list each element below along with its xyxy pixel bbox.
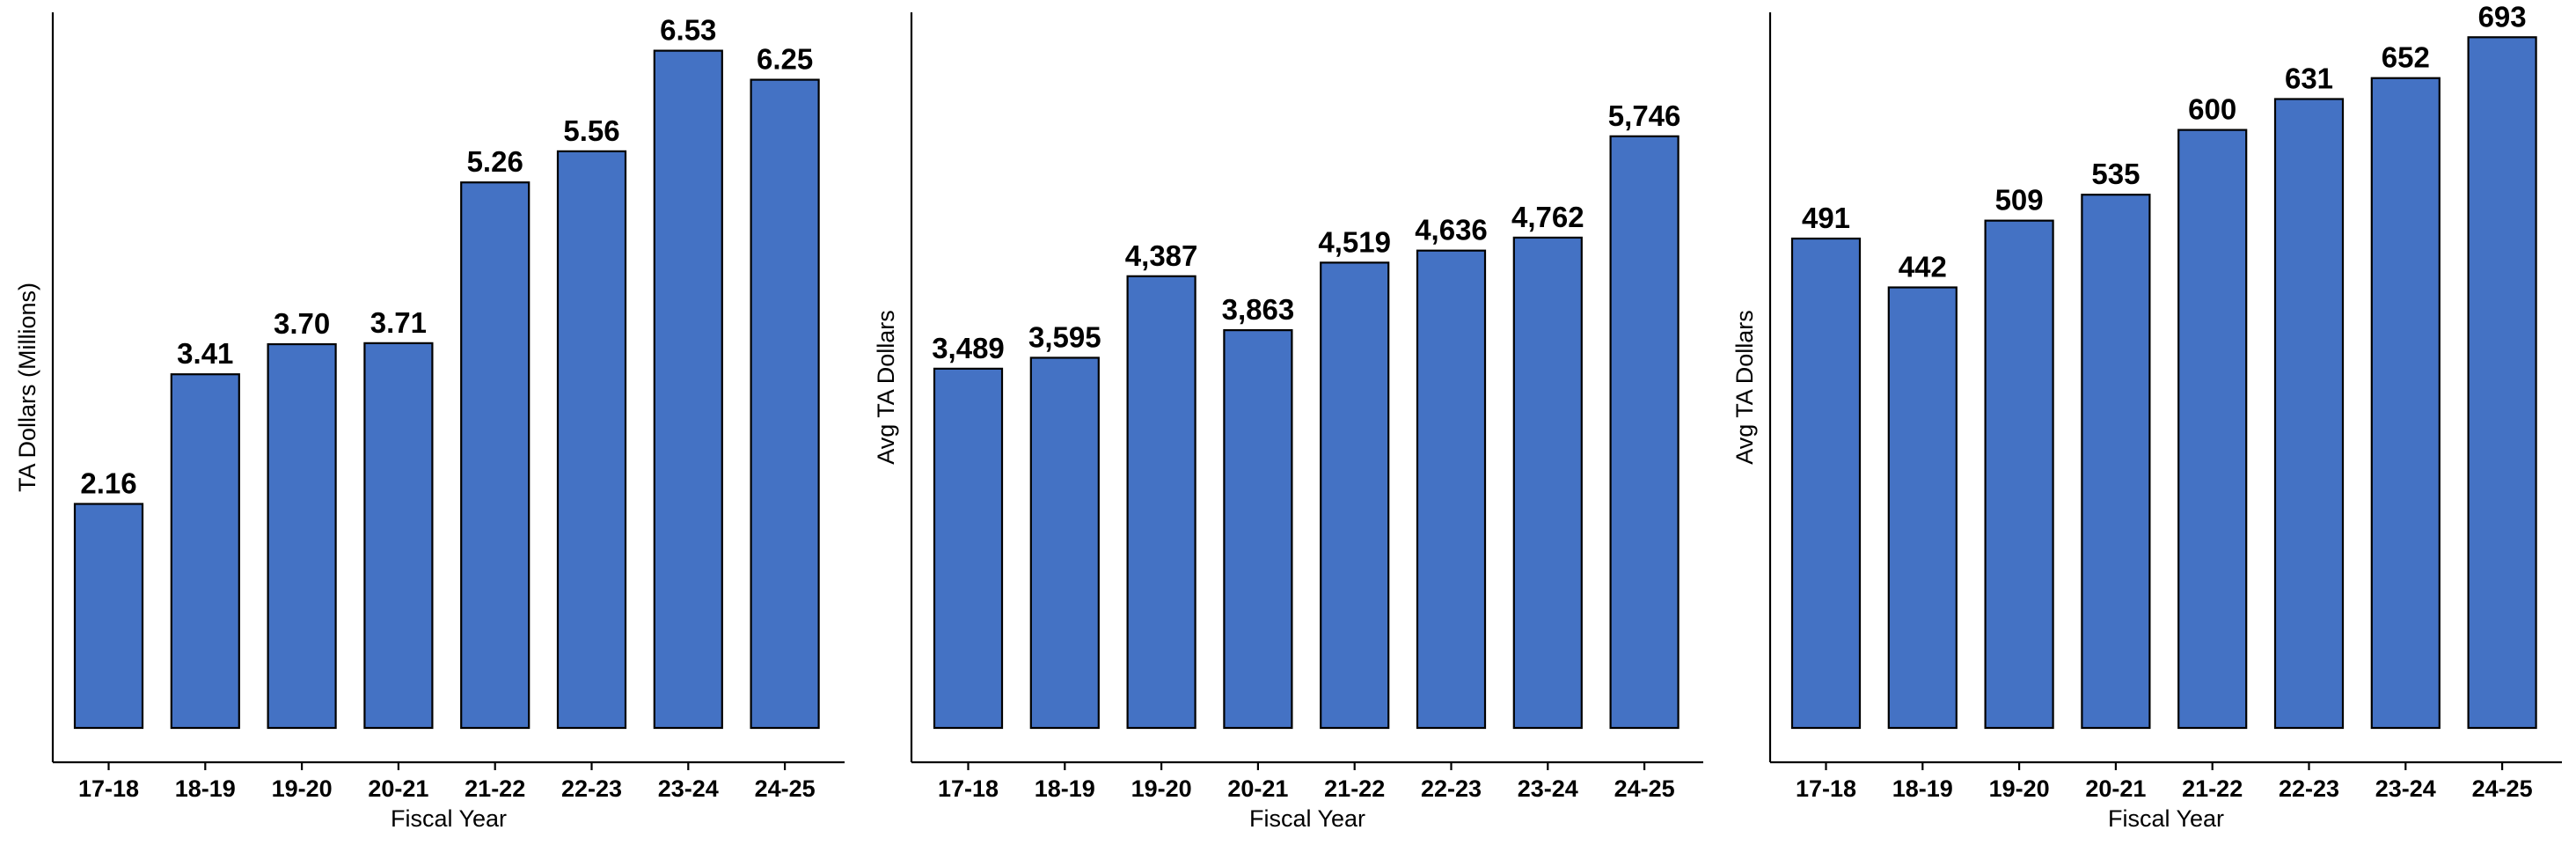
chart-panel-3: 491 17-18 442 18-19 509 19-20 535 20-21 600 21-22…: [1731, 0, 2562, 832]
data-label: 535: [2091, 158, 2140, 190]
bar-23-24: [653, 49, 723, 730]
data-label: 442: [1899, 251, 1947, 283]
x-tick-label: 22-23: [561, 775, 622, 802]
x-tick-label: 20-21: [2085, 775, 2146, 802]
x-tick-label: 18-19: [175, 775, 236, 802]
data-label: 3,489: [932, 332, 1005, 364]
data-label: 5,746: [1608, 99, 1681, 132]
x-tick-label: 24-25: [755, 775, 816, 802]
data-label: 4,387: [1125, 239, 1198, 272]
bar-24-25: [2467, 36, 2537, 730]
x-tick-label: 17-18: [78, 775, 139, 802]
x-tick-label: 23-24: [1518, 775, 1578, 802]
x-tick-label: 21-22: [465, 775, 525, 802]
data-label: 5.56: [563, 114, 619, 147]
bar-22-23: [556, 150, 627, 730]
x-tick-label: 19-20: [272, 775, 333, 802]
bar-23-24: [1512, 236, 1583, 730]
chart-panel-2: 3,489 17-18 3,595 18-19 4,387 19-20 3,863 20-21…: [873, 12, 1703, 832]
data-label: 3.71: [370, 306, 427, 339]
x-axis-title: Fiscal Year: [391, 805, 507, 832]
x-tick-label: 19-20: [1131, 775, 1192, 802]
x-axis-title: Fiscal Year: [2108, 805, 2224, 832]
chart-panel-1: 2.16 17-18 3.41 18-19 3.70 19-20 3.71 20-21 5.26…: [14, 12, 845, 832]
bar-22-23: [1416, 249, 1487, 730]
bar-19-20: [267, 342, 337, 730]
bar-17-18: [1790, 237, 1862, 730]
data-label: 652: [2382, 41, 2430, 74]
x-tick-label: 22-23: [2279, 775, 2339, 802]
data-label: 631: [2285, 62, 2333, 95]
x-tick-label: 20-21: [368, 775, 428, 802]
x-tick-label: 17-18: [938, 775, 999, 802]
x-tick-label: 24-25: [2472, 775, 2533, 802]
x-tick-label: 18-19: [1035, 775, 1095, 802]
data-label: 3.41: [177, 337, 233, 370]
x-tick-label: 23-24: [2375, 775, 2436, 802]
data-label: 2.16: [80, 467, 136, 499]
x-tick-label: 22-23: [1421, 775, 1482, 802]
bar-18-19: [1887, 286, 1958, 730]
x-tick-label: 19-20: [1989, 775, 2050, 802]
bar-21-22: [2177, 129, 2248, 730]
data-label: 3,863: [1222, 293, 1295, 326]
bar-20-21: [2081, 194, 2151, 730]
data-label: 4,519: [1318, 225, 1391, 258]
bar-24-25: [1609, 135, 1680, 730]
data-label: 3,595: [1028, 320, 1101, 353]
data-label: 693: [2478, 0, 2527, 33]
x-tick-label: 24-25: [1614, 775, 1675, 802]
y-axis-title: Avg TA Dollars: [873, 310, 899, 465]
bar-23-24: [2370, 77, 2441, 730]
y-axis-title: Avg TA Dollars: [1731, 310, 1758, 465]
bar-18-19: [1029, 356, 1100, 730]
data-label: 491: [1802, 202, 1850, 234]
x-tick-label: 20-21: [1227, 775, 1288, 802]
bar-24-25: [750, 78, 820, 730]
data-label: 3.70: [274, 307, 330, 340]
bar-19-20: [1984, 219, 2054, 730]
bar-20-21: [1223, 329, 1293, 730]
bar-21-22: [1320, 261, 1390, 730]
data-label: 6.53: [660, 14, 716, 47]
data-label: 5.26: [467, 145, 523, 178]
bar-18-19: [170, 373, 240, 730]
x-tick-label: 21-22: [1324, 775, 1385, 802]
bar-19-20: [1126, 275, 1197, 730]
x-tick-label: 18-19: [1892, 775, 1953, 802]
bar-21-22: [460, 181, 531, 730]
bar-20-21: [363, 342, 434, 730]
x-tick-label: 17-18: [1796, 775, 1856, 802]
data-label: 4,762: [1511, 201, 1584, 233]
data-label: 6.25: [757, 43, 813, 76]
y-axis-title: TA Dollars (Millions): [14, 283, 40, 492]
bar-22-23: [2273, 98, 2345, 730]
x-tick-label: 21-22: [2182, 775, 2243, 802]
x-tick-label: 23-24: [658, 775, 719, 802]
bar-17-18: [73, 503, 144, 730]
bar-17-18: [933, 367, 1004, 730]
data-label: 600: [2188, 93, 2236, 126]
x-axis-title: Fiscal Year: [1249, 805, 1365, 832]
data-label: 4,636: [1415, 214, 1488, 246]
data-label: 509: [1995, 184, 2044, 217]
